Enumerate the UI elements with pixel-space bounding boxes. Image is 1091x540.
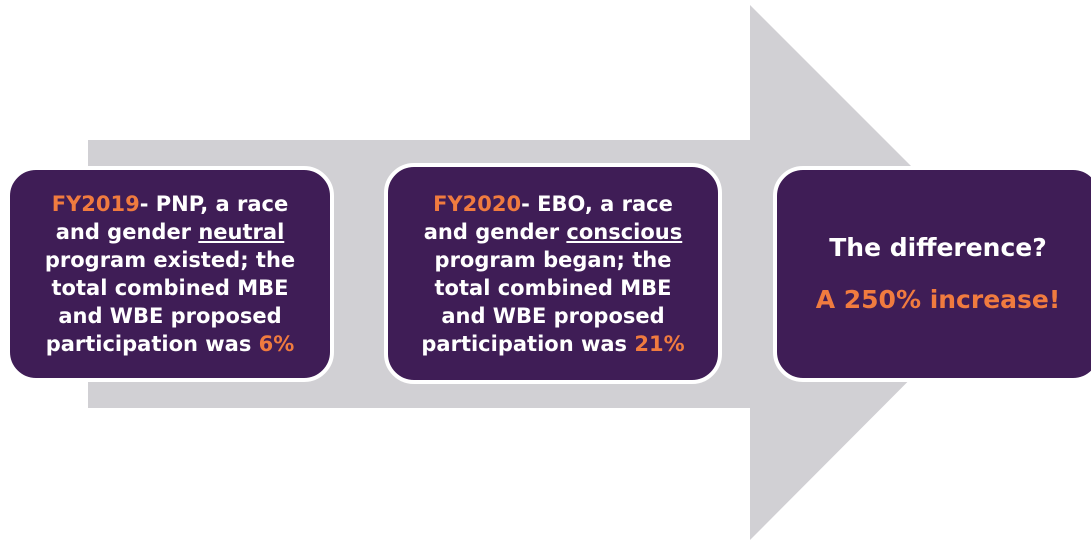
text-run: neutral	[198, 220, 285, 244]
text-line: participation was 21%	[421, 330, 684, 358]
text-line: and WBE proposed	[58, 302, 281, 330]
text-run: program began; the	[434, 247, 672, 272]
text-run: total combined MBE	[51, 276, 289, 300]
text-run: The difference?	[829, 233, 1047, 262]
text-run: participation was	[45, 332, 259, 356]
text-run: - PNP, a race	[139, 192, 289, 216]
text-line: total combined MBE	[52, 274, 289, 302]
text-line: program existed; the	[45, 246, 295, 274]
text-run: and WBE proposed	[441, 303, 665, 328]
text-line: total combined MBE	[435, 274, 672, 302]
text-run: - EBO, a race	[521, 191, 673, 216]
text-run: and gender	[423, 219, 567, 244]
text-run: 21%	[634, 331, 685, 356]
text-line: FY2020- EBO, a race	[433, 190, 673, 218]
text-line: The difference?	[829, 222, 1047, 274]
text-run: and WBE proposed	[58, 304, 282, 328]
text-run: FY2019	[51, 192, 140, 216]
text-line: and gender conscious	[424, 218, 683, 246]
text-run: participation was	[421, 331, 635, 356]
text-line: A 250% increase!	[816, 274, 1061, 326]
text-line: FY2019- PNP, a race	[52, 190, 289, 218]
text-line: participation was 6%	[46, 330, 295, 358]
text-line: and WBE proposed	[441, 302, 664, 330]
text-run: and gender	[55, 220, 199, 244]
text-run: program existed; the	[44, 248, 296, 272]
box: FY2019- PNP, a race and gender neutral pro…	[6, 166, 334, 382]
text-run: conscious	[566, 219, 683, 244]
text-run: A 250% increase!	[815, 285, 1061, 314]
text-line: program began; the	[435, 246, 672, 274]
box: FY2020- EBO, a race and gender conscious p…	[384, 163, 722, 384]
text-line: and gender neutral	[56, 218, 285, 246]
text-run: total combined MBE	[434, 275, 672, 300]
box: The difference? A 250% increase!	[773, 166, 1091, 382]
text-run: 6%	[258, 332, 295, 356]
text-run: FY2020	[433, 191, 522, 216]
